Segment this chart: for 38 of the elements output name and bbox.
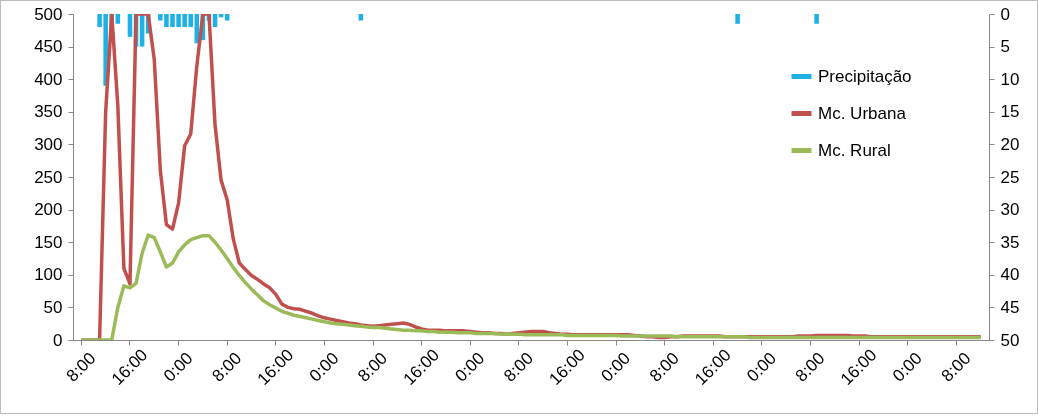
x-tick-label: 8:00	[937, 348, 975, 386]
x-tick-label: 0:00	[743, 348, 780, 386]
x-tick-label: 8:00	[791, 348, 829, 386]
y-tick-label: 150	[34, 232, 63, 252]
y2-tick-label: 40	[1000, 265, 1020, 285]
x-tick-label: 0:00	[597, 348, 635, 386]
y-tick-label: 200	[34, 200, 63, 220]
y-tick-label: 250	[34, 167, 63, 187]
y-tick-label: 350	[34, 102, 63, 122]
legend-label: Mc. Urbana	[818, 103, 907, 123]
y2-tick-label: 15	[1000, 102, 1020, 122]
x-tick-label: 8:00	[645, 348, 683, 386]
y2-tick-label: 5	[1000, 37, 1010, 57]
x-tick-label: 8:00	[62, 348, 100, 386]
y2-tick-label: 20	[1000, 134, 1020, 154]
y-tick-label: 500	[34, 4, 63, 24]
y-tick-label: 450	[34, 37, 63, 57]
y2-tick-label: 50	[1000, 330, 1020, 350]
y2-tick-label: 0	[1000, 4, 1010, 24]
y-tick-label: 400	[34, 69, 63, 89]
x-tick-label: 0:00	[305, 348, 343, 386]
y2-tick-label: 30	[1000, 200, 1020, 220]
legend-label: Mc. Rural	[818, 140, 891, 160]
x-tick-label: 0:00	[159, 348, 197, 386]
y-tick-label: 100	[34, 265, 63, 285]
x-tick-label: 8:00	[354, 348, 392, 386]
x-tick-label: 8:00	[500, 348, 537, 386]
y-tick-label: 300	[34, 134, 63, 154]
y-tick-label: 50	[43, 297, 63, 317]
legend-label: Precipitação	[818, 66, 912, 86]
y2-tick-label: 25	[1000, 167, 1020, 187]
x-tick-label: 8:00	[208, 348, 246, 386]
y2-tick-label: 35	[1000, 232, 1020, 252]
x-tick-label: 0:00	[451, 348, 489, 386]
y2-tick-label: 10	[1000, 69, 1020, 89]
x-tick-label: 0:00	[888, 348, 926, 386]
y-tick-label: 0	[53, 330, 63, 350]
y2-tick-label: 45	[1000, 297, 1020, 317]
